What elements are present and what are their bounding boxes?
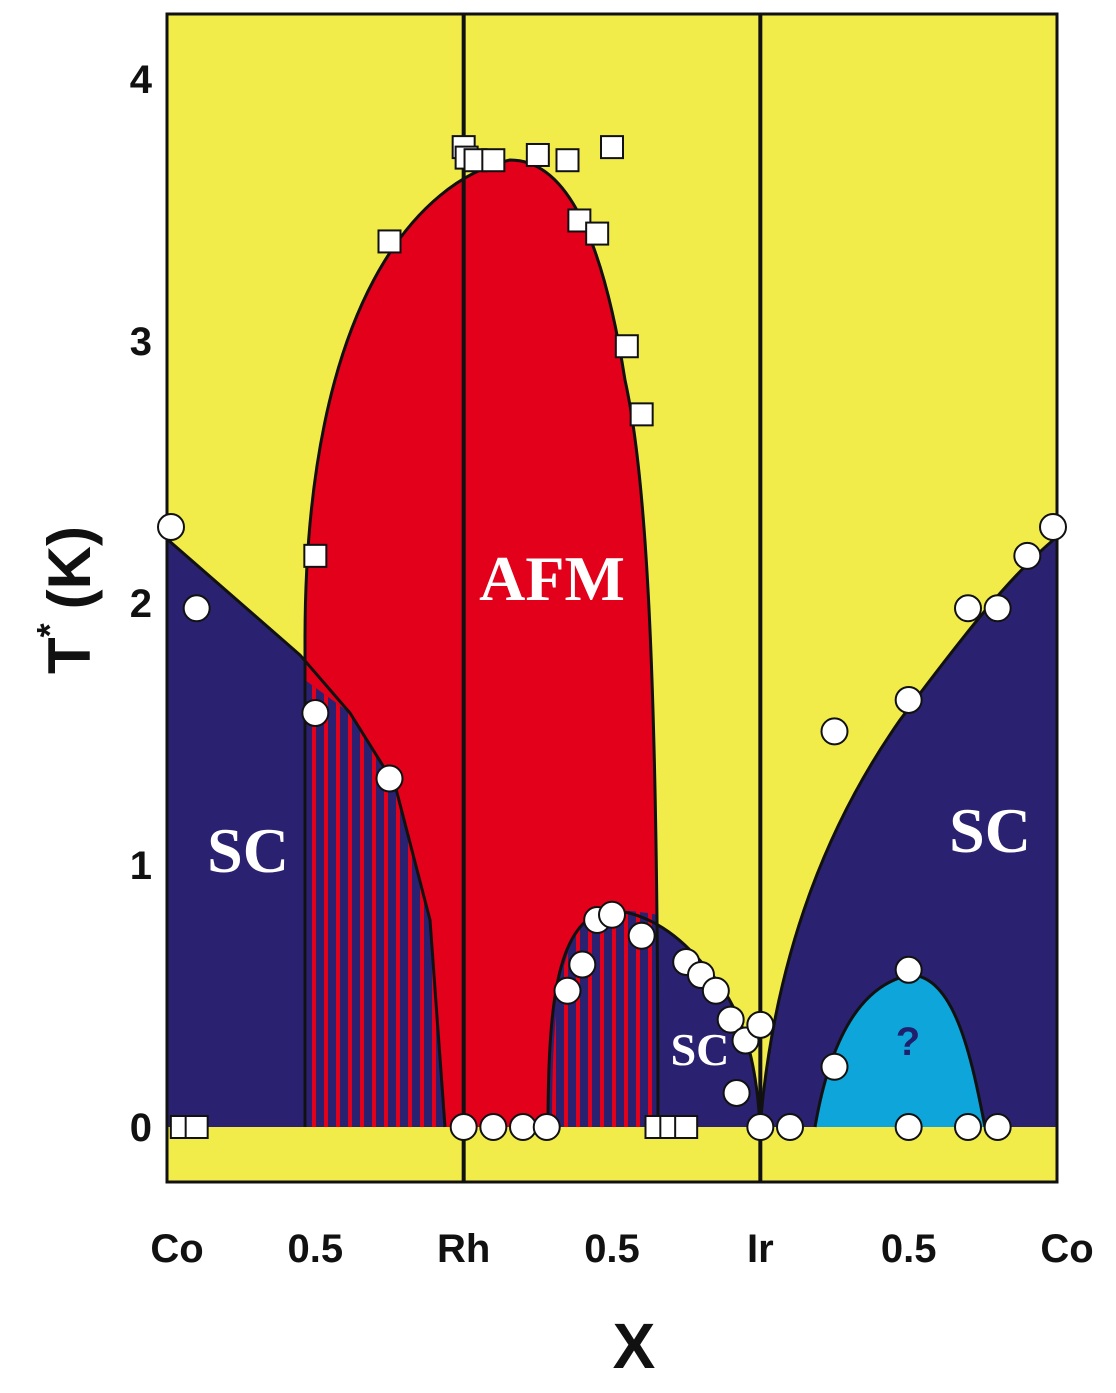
sc-left-label: SC: [207, 815, 289, 886]
sc-data-point: [894, 955, 923, 984]
unknown-phase-region: [815, 975, 985, 1127]
sc-data-point: [375, 764, 404, 793]
y-axis-unit: (K): [36, 526, 103, 609]
sc-data-point: [894, 1113, 923, 1141]
afm-data-point: [184, 1115, 209, 1139]
plot-frame: [165, 12, 1059, 1184]
sc-data-point: [1013, 541, 1042, 570]
y-tick-label: 4: [130, 58, 153, 102]
afm-data-point: [585, 221, 610, 246]
sc-data-point: [449, 1113, 478, 1141]
sc-data-point: [1039, 513, 1067, 542]
sc-data-point: [157, 513, 185, 542]
sc-data-point: [820, 717, 849, 746]
sc-data-point: [701, 976, 730, 1005]
afm-label: AFM: [479, 543, 625, 614]
y-tick-label: 1: [130, 844, 152, 888]
sc-data-point: [983, 1113, 1012, 1141]
afm-data-point: [525, 142, 550, 167]
y-tick-label: 3: [130, 320, 152, 364]
sc-left-boundary: [166, 537, 447, 1128]
y-axis-superscript: *: [29, 623, 70, 637]
afm-data-point: [303, 543, 328, 568]
sc-data-point: [598, 900, 626, 929]
sc-right-boundary: [758, 535, 1058, 1128]
sc-data-point: [746, 1010, 775, 1039]
sc-middle-label: SC: [671, 1024, 730, 1075]
afm-data-point: [614, 334, 639, 359]
svg-text:T*(K): T* (K): [29, 526, 103, 674]
afm-data-point: [629, 402, 654, 427]
x-tick-label: 0.5: [288, 1227, 344, 1271]
afm-data-point: [555, 148, 580, 173]
sc-data-point: [776, 1113, 804, 1141]
x-tick-label: 0.5: [584, 1227, 640, 1271]
sc-data-point: [182, 594, 211, 623]
sc-data-point: [954, 1113, 982, 1141]
x-tick-label: Co: [150, 1227, 203, 1271]
afm-data-point: [567, 208, 592, 233]
x-tick-label: Ir: [747, 1227, 774, 1271]
afm-data-point: [481, 148, 506, 173]
y-axis-symbol: T: [36, 637, 103, 674]
sc-right-label: SC: [949, 795, 1031, 866]
y-ticks: 0 1 2 3 4: [130, 58, 153, 1150]
sc-data-point: [627, 921, 656, 950]
x-tick-label: Rh: [437, 1227, 490, 1271]
sc-data-point: [553, 976, 582, 1005]
sc-data-point: [722, 1078, 751, 1107]
sc-data-point: [983, 594, 1012, 623]
sc-data-point: [568, 950, 597, 979]
x-tick-label: 0.5: [881, 1227, 937, 1271]
y-tick-label: 0: [130, 1106, 152, 1150]
y-axis-title: T* (K): [29, 526, 103, 674]
sc-data-point: [746, 1113, 775, 1141]
afm-data-point: [377, 229, 402, 254]
coexistence-left-region: [305, 680, 442, 1127]
afm-region: [305, 160, 658, 1127]
data-markers: [157, 135, 1067, 1141]
sc-data-point: [479, 1113, 508, 1141]
afm-data-point: [674, 1115, 699, 1139]
sc-data-point: [894, 685, 923, 714]
sc-data-point: [954, 594, 982, 623]
afm-data-point: [600, 135, 624, 160]
sc-data-point: [716, 1005, 745, 1034]
sc-right-region: [760, 537, 1057, 1127]
sc-data-point: [820, 1052, 849, 1081]
x-tick-label: Co: [1040, 1227, 1093, 1271]
sc-data-point: [532, 1113, 561, 1141]
unknown-phase-label: ?: [896, 1020, 920, 1064]
y-tick-label: 2: [130, 582, 152, 626]
sc-data-point: [509, 1113, 537, 1141]
x-ticks: Co 0.5 Rh 0.5 Ir 0.5 Co: [150, 1227, 1093, 1271]
sc-data-point: [301, 699, 330, 728]
x-axis-title: X: [613, 1310, 656, 1382]
